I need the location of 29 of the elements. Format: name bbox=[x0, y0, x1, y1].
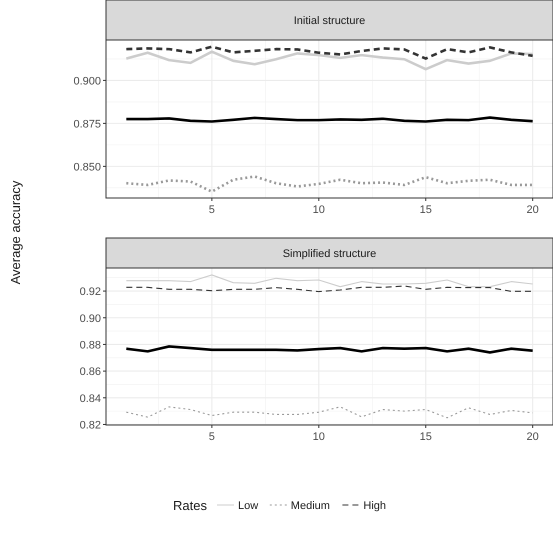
x-tick-label: 10 bbox=[312, 204, 325, 216]
line-series bbox=[126, 274, 534, 288]
y-tick-label: 0.875 bbox=[73, 118, 101, 130]
legend-title: Rates bbox=[173, 498, 208, 513]
line-series bbox=[125, 50, 534, 71]
x-tick-label: 20 bbox=[526, 431, 539, 443]
line-series bbox=[125, 345, 534, 354]
line-series bbox=[125, 45, 534, 60]
y-axis-title: Average accuracy bbox=[8, 180, 23, 284]
legend-label: Low bbox=[238, 500, 258, 512]
chart-title: Initial structure bbox=[294, 15, 366, 27]
legend-label: Medium bbox=[290, 500, 330, 512]
x-tick-label: 5 bbox=[208, 204, 215, 216]
y-tick-label: 0.850 bbox=[73, 161, 101, 174]
y-tick-label: 0.84 bbox=[80, 392, 101, 405]
line-series bbox=[125, 175, 534, 193]
x-tick-label: 20 bbox=[526, 204, 539, 216]
x-tick-label: 10 bbox=[312, 431, 325, 443]
chart-title: Simplified structure bbox=[282, 248, 376, 260]
y-tick-label: 0.86 bbox=[80, 366, 101, 378]
y-tick-label: 0.92 bbox=[80, 286, 101, 298]
x-tick-label: 15 bbox=[420, 431, 432, 443]
x-tick-label: 15 bbox=[420, 204, 432, 216]
legend-label: High bbox=[363, 500, 386, 512]
y-tick-label: 0.900 bbox=[73, 75, 101, 88]
y-tick-label: 0.82 bbox=[80, 419, 101, 432]
y-tick-label: 0.90 bbox=[80, 312, 101, 325]
x-tick-label: 5 bbox=[208, 431, 215, 443]
y-tick-label: 0.88 bbox=[80, 339, 101, 352]
